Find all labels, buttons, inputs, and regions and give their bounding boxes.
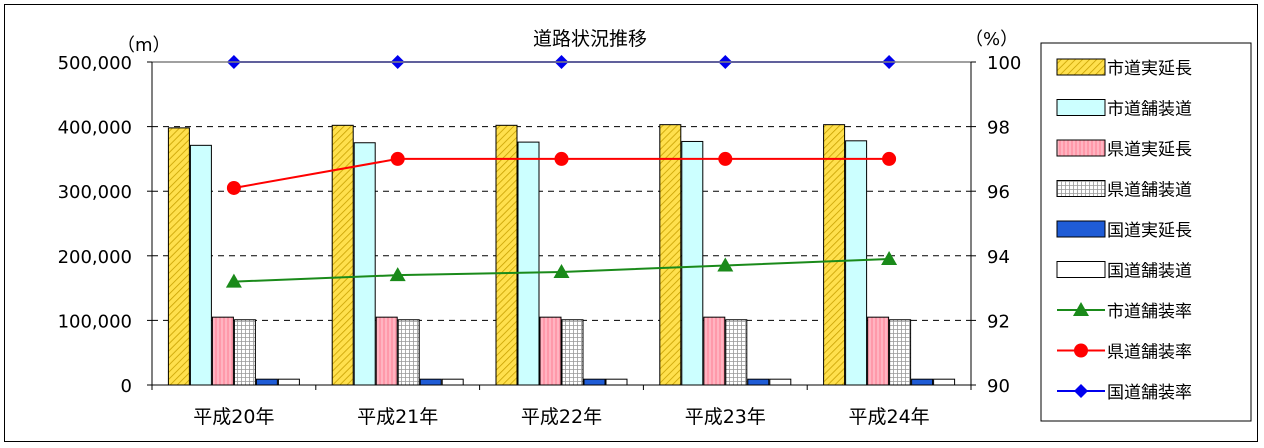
chart-frame: 道路状況推移 （m） （%） 0 100,000 200,000 300,000 400… [4,4,1258,442]
bar-県道実延長-平成22年 [539,316,562,386]
category-label: 平成20年 [193,406,274,428]
point-市道舗装率-平成21年 [389,267,406,282]
bar-国道実延長-平成21年 [419,378,442,386]
left-axis-unit: （m） [117,35,171,56]
right-tick-label: 90 [987,376,1010,397]
legend-label: 国道舗装率 [1107,383,1192,403]
right-tick-label: 98 [987,118,1010,139]
bar-市道実延長-平成22年 [495,124,518,386]
point-県道舗装率-平成21年 [390,151,405,166]
bar-市道舗装道-平成20年 [189,144,212,386]
legend-marker [1074,343,1088,358]
bar-国道実延長-平成20年 [255,378,278,386]
bar-国道実延長-平成22年 [583,378,606,386]
bar-県道実延長-平成24年 [867,316,890,386]
category-label: 平成23年 [685,406,766,428]
point-市道舗装率-平成24年 [881,251,898,266]
legend-swatch [1056,99,1106,116]
bar-国道実延長-平成24年 [911,378,934,386]
legend-label: 国道実延長 [1107,221,1192,241]
legend-marker [1074,384,1088,398]
category-label: 平成21年 [357,406,438,428]
bar-県道舗装道-平成22年 [561,319,584,386]
left-tick-label: 200,000 [58,247,132,268]
left-tick-label: 300,000 [58,182,132,203]
point-市道舗装率-平成22年 [553,263,570,278]
bar-市道舗装道-平成22年 [517,141,540,386]
bar-市道実延長-平成23年 [659,124,682,386]
legend-label: 市道舗装道 [1107,100,1192,120]
bar-国道舗装道-平成23年 [769,378,792,386]
bar-県道舗装道-平成21年 [397,319,420,386]
bar-国道舗装道-平成21年 [441,378,464,386]
left-tick-label: 500,000 [58,53,132,74]
bar-市道実延長-平成21年 [331,124,354,386]
legend-label: 県道舗装道 [1107,181,1192,201]
rate-lines [225,55,898,288]
legend-swatch [1056,180,1106,197]
legend-items: 市道実延長市道舗装道県道実延長県道舗装道国道実延長国道舗装道市道舗装率県道舗装率… [1056,58,1192,403]
bar-国道実延長-平成23年 [747,378,770,386]
bar-国道舗装道-平成24年 [933,378,956,386]
bar-市道実延長-平成24年 [823,124,846,386]
bar-市道実延長-平成20年 [167,127,190,386]
point-市道舗装率-平成20年 [225,273,242,288]
bar-県道舗装道-平成20年 [233,319,256,386]
point-県道舗装率-平成23年 [718,151,733,166]
legend-label: 県道舗装率 [1107,343,1192,363]
legend-label: 県道実延長 [1107,140,1192,160]
category-label: 平成24年 [849,406,930,428]
axes: 0 100,000 200,000 300,000 400,000 500,000 90 92… [58,53,1022,428]
right-axis-unit: （%） [965,29,1018,50]
bar-県道実延長-平成20年 [211,316,234,386]
bar-国道舗装道-平成20年 [277,378,300,386]
right-tick-label: 94 [987,247,1010,268]
point-市道舗装率-平成23年 [717,257,734,272]
category-label: 平成22年 [521,406,602,428]
bar-県道実延長-平成21年 [375,316,398,386]
legend-swatch [1056,58,1106,76]
bar-市道舗装道-平成24年 [845,140,868,386]
left-tick-label: 0 [121,376,132,397]
road-status-chart: 道路状況推移 （m） （%） 0 100,000 200,000 300,000 400… [58,28,1252,428]
legend-swatch [1056,220,1106,238]
bar-県道舗装道-平成23年 [725,319,748,386]
legend-swatch [1056,261,1106,278]
right-tick-label: 92 [987,311,1010,332]
legend-label: 市道実延長 [1107,59,1192,79]
bar-県道舗装道-平成24年 [889,319,912,386]
bar-県道実延長-平成23年 [703,316,726,386]
left-tick-label: 400,000 [58,118,132,139]
bar-市道舗装道-平成21年 [353,142,376,386]
legend-marker [1073,302,1089,316]
legend-swatch [1056,139,1106,157]
bars [167,124,956,386]
legend: 市道実延長市道舗装道県道実延長県道舗装道国道実延長国道舗装道市道舗装率県道舗装率… [1040,42,1252,422]
bar-国道舗装道-平成22年 [605,378,628,386]
left-tick-label: 100,000 [58,311,132,332]
chart-title: 道路状況推移 [533,28,647,50]
point-県道舗装率-平成22年 [554,151,569,166]
legend-label: 国道舗装道 [1107,262,1192,282]
legend-label: 市道舗装率 [1107,302,1192,322]
right-tick-label: 96 [987,182,1010,203]
right-tick-label: 100 [987,53,1021,74]
point-県道舗装率-平成20年 [226,180,241,195]
point-県道舗装率-平成24年 [882,151,897,166]
bar-市道舗装道-平成23年 [681,140,704,386]
